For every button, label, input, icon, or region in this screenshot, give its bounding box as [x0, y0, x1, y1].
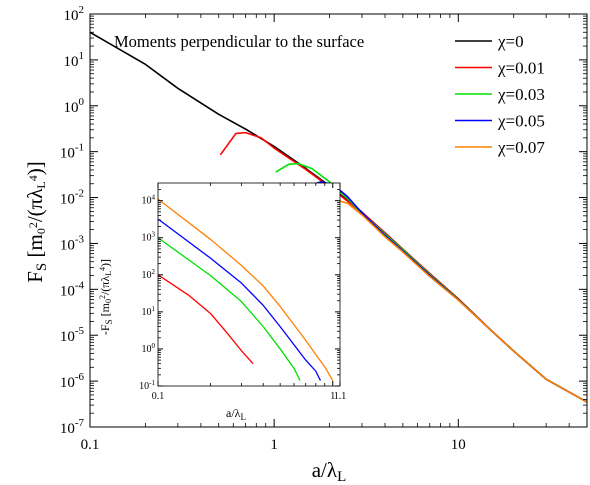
y-tick-label: 103	[142, 231, 156, 244]
y-tick-exponent: 0	[152, 342, 156, 350]
x-tick-label: 1.1	[334, 391, 347, 402]
y-tick-exponent: 4	[152, 194, 156, 202]
y-tick-label: 102	[64, 4, 85, 24]
x-tick-label: 0.1	[81, 437, 100, 453]
inset-series-line-2	[157, 218, 322, 381]
y-tick-exponent: -1	[149, 379, 155, 387]
y-tick-mantissa: 10	[60, 146, 75, 162]
inset-plot-frame	[157, 182, 341, 387]
legend-label-3: χ=0.05	[497, 112, 545, 131]
y-tick-mantissa: 10	[64, 100, 79, 116]
y-tick-exponent: -4	[75, 279, 85, 291]
y-tick-mantissa: 10	[60, 283, 75, 299]
y-tick-mantissa: 10	[60, 329, 75, 345]
legend-label-1: χ=0.01	[497, 59, 545, 78]
x-tick-label: 0.1	[152, 391, 165, 402]
y-tick-label: 101	[142, 305, 156, 318]
main-plot-frame	[89, 13, 588, 428]
y-tick-exponent: 1	[152, 305, 156, 313]
y-tick-label: 10-4	[60, 279, 85, 299]
legend-label-0: χ=0	[497, 32, 524, 51]
y-tick-label: 10-6	[60, 371, 85, 391]
y-tick-mantissa: 10	[60, 375, 75, 391]
y-tick-label: 10-5	[60, 325, 85, 345]
y-axis-title: FS [m02/(πλL4)]	[23, 161, 50, 283]
chart-annotation: Moments perpendicular to the surface	[114, 32, 364, 51]
y-tick-label: 10-7	[60, 417, 85, 437]
y-tick-label: 100	[64, 96, 85, 116]
y-tick-exponent: -6	[75, 371, 85, 383]
y-tick-exponent: 0	[79, 96, 85, 108]
x-axis-title: a/λL	[312, 458, 347, 485]
y-tick-exponent: -5	[75, 325, 85, 337]
main-series-line-3	[299, 181, 588, 403]
main-series-line-4	[316, 197, 588, 403]
y-tick-mantissa: 10	[64, 54, 79, 70]
y-tick-exponent: -1	[75, 142, 84, 154]
legend-label-2: χ=0.03	[497, 85, 545, 104]
inset-series-line-1	[157, 237, 301, 381]
y-tick-exponent: -2	[75, 188, 84, 200]
inset-series-line-0	[157, 274, 254, 365]
y-tick-exponent: 3	[152, 231, 156, 239]
y-tick-label: 10-1	[139, 379, 155, 392]
y-tick-label: 100	[142, 342, 156, 355]
x-tick-label: 1	[270, 437, 278, 453]
inset-background	[158, 183, 340, 386]
y-tick-label: 101	[64, 50, 85, 70]
y-tick-mantissa: 10	[142, 307, 152, 318]
inset-axis-ticks	[157, 183, 341, 387]
legend-label-4: χ=0.07	[497, 138, 545, 157]
y-tick-exponent: -3	[75, 233, 85, 245]
y-tick-mantissa: 10	[142, 344, 152, 355]
y-tick-label: 104	[142, 194, 156, 207]
y-tick-exponent: 1	[79, 50, 85, 62]
inset-x-axis-title: a/λL	[226, 406, 246, 422]
y-tick-label: 10-2	[60, 188, 84, 208]
y-tick-label: 10-3	[60, 233, 85, 253]
y-tick-mantissa: 10	[142, 196, 152, 207]
y-tick-mantissa: 10	[60, 237, 75, 253]
y-tick-exponent: 2	[79, 4, 85, 16]
y-tick-mantissa: 10	[139, 381, 149, 392]
y-tick-label: 102	[142, 268, 156, 281]
y-tick-mantissa: 10	[60, 192, 75, 208]
x-tick-label: 10	[451, 437, 466, 453]
legend: χ=0 χ=0.01 χ=0.03 χ=0.05 χ=0.07	[455, 32, 545, 157]
main-tick-labels: 0.1 1 1010-710-610-510-410-310-210-1100101…	[60, 4, 466, 453]
main-axis-ticks	[89, 13, 587, 428]
y-tick-mantissa: 10	[64, 8, 79, 24]
inset-series-line-3	[157, 198, 334, 381]
y-tick-mantissa: 10	[142, 233, 152, 244]
inset-series-group	[157, 198, 334, 381]
y-tick-exponent: -7	[75, 417, 85, 429]
y-tick-mantissa: 10	[142, 270, 152, 281]
x-tick-label: 1	[330, 391, 335, 402]
inset-y-axis-title: -FS [m02/(πλL4)]	[98, 259, 114, 335]
y-tick-exponent: 2	[152, 268, 156, 276]
x-axis-title-subscript: L	[337, 469, 346, 485]
y-tick-label: 10-1	[60, 142, 84, 162]
y-tick-mantissa: 10	[60, 421, 75, 437]
